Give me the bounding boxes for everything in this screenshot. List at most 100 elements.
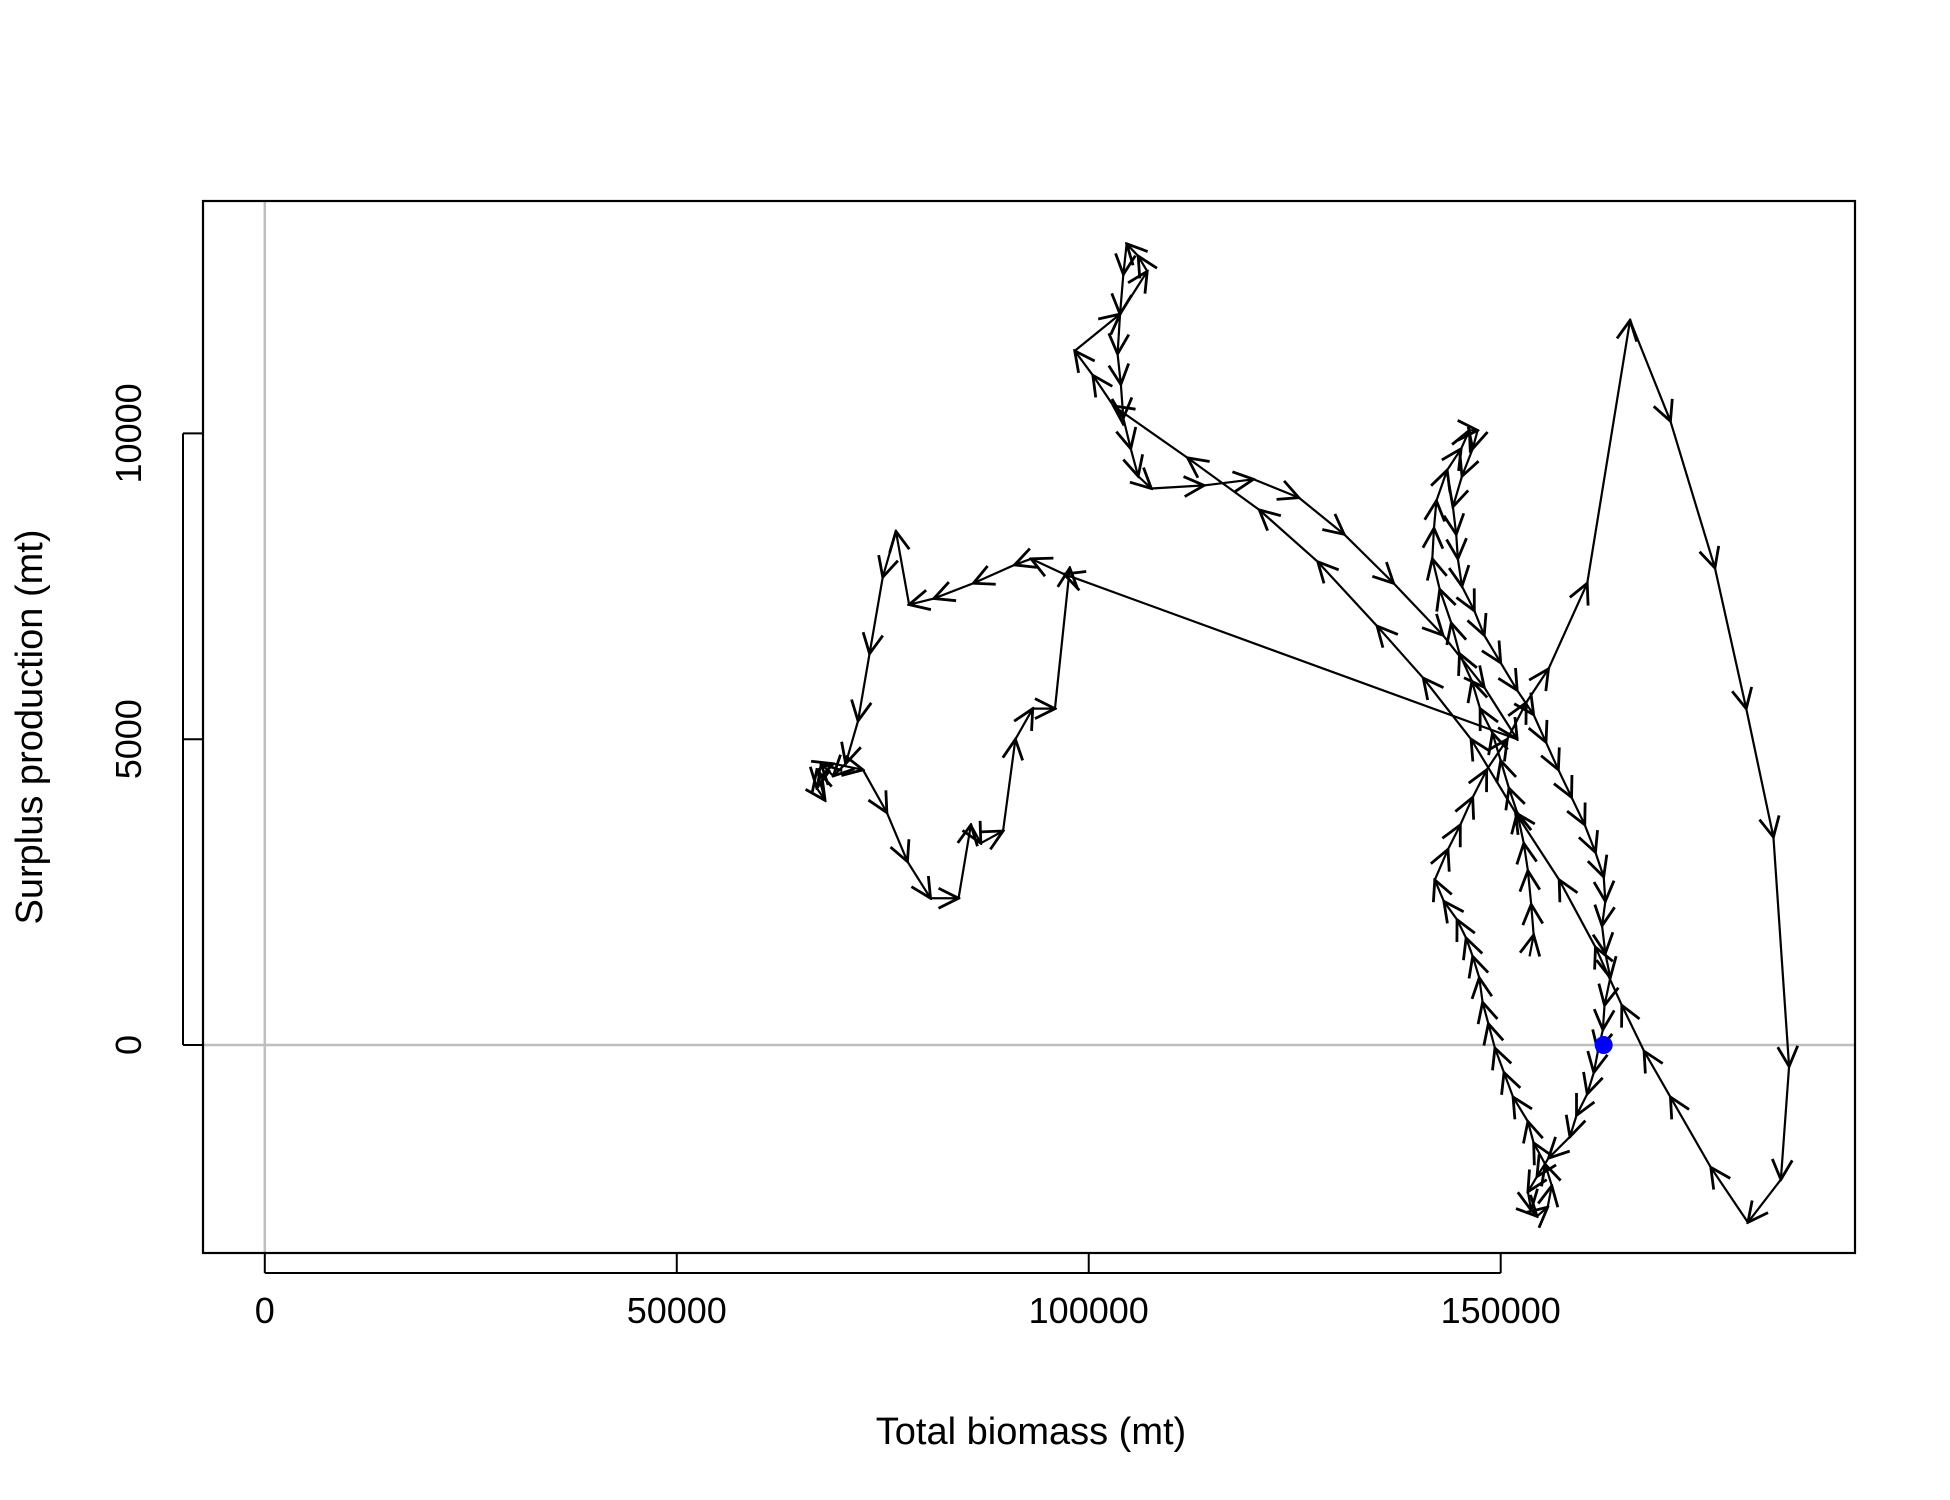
trajectory-segment: [1602, 901, 1605, 925]
trajectory-segment: [1504, 1073, 1513, 1098]
trajectory-segment: [1513, 1097, 1528, 1123]
trajectory-segment: [1594, 1051, 1598, 1072]
trajectory-segment: [1479, 978, 1482, 1003]
trajectory-segment: [1644, 1051, 1672, 1098]
trajectory-segment: [1506, 703, 1526, 740]
trajectory-segment: [1064, 574, 1518, 741]
trajectory-segment: [1151, 485, 1204, 488]
x-tick-label: 100000: [1029, 1290, 1149, 1331]
trajectory-segment: [896, 531, 909, 605]
trajectory-segment: [1442, 634, 1484, 687]
trajectory-segment: [1456, 534, 1458, 558]
trajectory-segment: [980, 831, 1003, 843]
trajectory-segment: [1570, 1115, 1577, 1136]
trajectory-segment: [1483, 1002, 1489, 1023]
trajectory-segment: [1462, 585, 1474, 610]
trajectory-segment: [1548, 1136, 1571, 1158]
trajectory-segment: [1483, 686, 1517, 739]
trajectory-segment: [1451, 623, 1459, 654]
trajectory-segment: [1435, 880, 1444, 901]
trajectory-segment: [1432, 559, 1439, 590]
end-point-group: [1594, 1036, 1613, 1055]
plot-frame: [201, 199, 1857, 1255]
trajectory-segment: [1138, 476, 1151, 488]
trajectory-segment: [885, 812, 908, 862]
trajectory-segment: [858, 653, 870, 721]
trajectory-segment: [1203, 479, 1253, 485]
trajectory-segment: [862, 769, 887, 813]
x-tick-label: 50000: [627, 1290, 727, 1331]
trajectory-segment: [1444, 901, 1457, 919]
trajectory-segment: [1488, 1024, 1495, 1049]
trajectory-segment: [1458, 558, 1462, 587]
trajectory-segment: [1447, 449, 1461, 470]
trajectory-segment: [1457, 920, 1466, 938]
trajectory-segment: [1559, 880, 1597, 948]
trajectory-segment: [1075, 351, 1093, 376]
trajectory-segment: [1669, 420, 1714, 568]
trajectory-segment: [1432, 528, 1434, 559]
trajectory-segment: [883, 530, 896, 577]
trajectory-segment: [1534, 1143, 1546, 1164]
trajectory-segment: [1113, 406, 1189, 459]
x-tick-label: 150000: [1441, 1290, 1561, 1331]
trajectory-segment: [1558, 769, 1571, 798]
trajectory-segment: [1501, 761, 1509, 789]
trajectory-segment: [1436, 470, 1447, 502]
trajectory-segment: [1093, 375, 1115, 407]
trajectory-segment: [1466, 938, 1473, 956]
trajectory-segment: [1602, 925, 1605, 954]
trajectory-segment: [1461, 430, 1469, 448]
trajectory-segment: [1772, 837, 1789, 1066]
trajectory-segment: [1531, 1210, 1537, 1216]
x-axis-title: Total biomass (mt): [876, 1411, 1186, 1453]
y-tick-label: 5000: [108, 699, 149, 779]
y-tick-label: 10000: [108, 383, 149, 483]
trajectory-segment: [1670, 1097, 1712, 1168]
trajectory-segment: [1120, 274, 1123, 314]
trajectory-segment: [1713, 567, 1746, 709]
trajectory-segment: [1531, 904, 1533, 936]
y-axis: 0 5000 10000: [108, 383, 203, 1055]
trajectory-segment: [1548, 1186, 1552, 1207]
trajectory-segment: [1572, 796, 1585, 825]
trajectory-segment: [1453, 475, 1462, 507]
trajectory-segment: [1253, 478, 1299, 497]
trajectory-segment: [1525, 669, 1548, 704]
trajectory-segment: [1074, 314, 1120, 352]
trajectory-segment: [959, 825, 971, 899]
trajectory-segment: [1484, 634, 1500, 663]
trajectory-segment: [1298, 496, 1344, 535]
trajectory-segment: [1585, 824, 1596, 853]
trajectory: [817, 244, 1789, 1223]
trajectory-segment: [934, 583, 974, 598]
trajectory-segment: [1448, 825, 1460, 850]
trajectory-segment: [1259, 510, 1319, 563]
trajectory-segment: [1123, 243, 1126, 275]
trajectory-segment: [1015, 709, 1032, 740]
trajectory-segment: [909, 599, 935, 605]
trajectory-segment: [1127, 244, 1139, 256]
y-axis-title: Surplus production (mt): [9, 530, 51, 925]
trajectory-segment: [1121, 384, 1123, 418]
trajectory-segment: [1501, 662, 1517, 691]
trajectory-segment: [1031, 559, 1065, 574]
trajectory-segment: [1434, 501, 1436, 529]
trajectory-segment: [1509, 788, 1517, 813]
trajectory-segment: [1577, 1094, 1588, 1115]
trajectory-segment: [1745, 708, 1773, 837]
trajectory-segment: [1629, 319, 1670, 421]
trajectory-segment: [1435, 849, 1448, 881]
trajectory-segment: [1537, 1207, 1548, 1216]
reference-lines: [203, 201, 1855, 1253]
trajectory-segment: [833, 764, 863, 770]
trajectory-segment: [1748, 1178, 1782, 1223]
trajectory-segment: [1473, 770, 1487, 798]
trajectory-segment: [1528, 1122, 1534, 1143]
trajectory-segment: [1604, 876, 1606, 901]
trajectory-segment: [1524, 843, 1528, 871]
trajectory-segment: [1053, 568, 1070, 709]
trajectory-segment: [1622, 1005, 1646, 1052]
y-tick-label: 0: [108, 1035, 149, 1055]
